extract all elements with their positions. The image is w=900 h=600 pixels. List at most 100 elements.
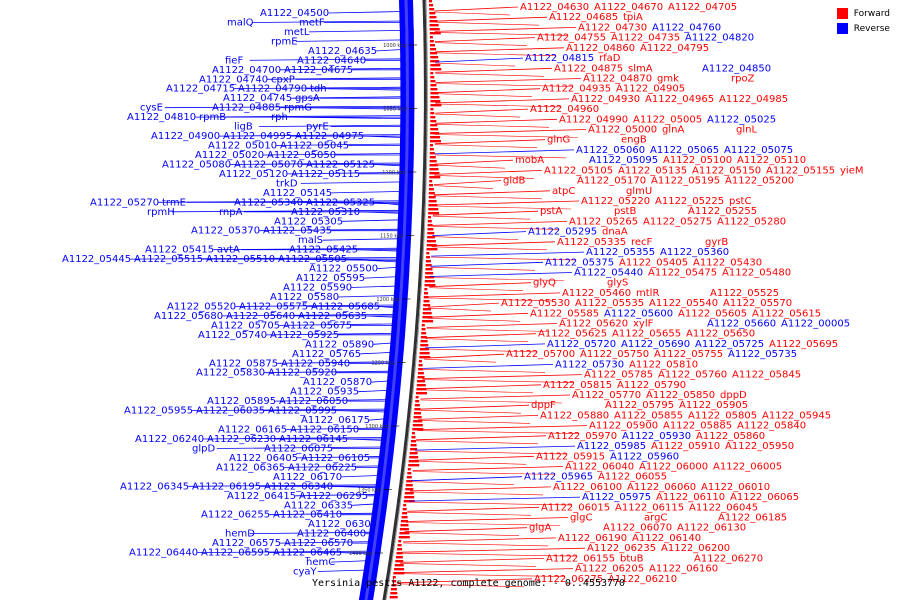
forward-gene-mark	[401, 516, 408, 519]
forward-feature-line	[428, 307, 492, 312]
forward-feature-line	[434, 21, 540, 26]
reverse-feature-label: A1122_05120	[219, 169, 288, 180]
reverse-feature-label: A1122_05690	[621, 339, 690, 350]
forward-gene-mark	[429, 12, 436, 15]
forward-gene-mark	[408, 464, 420, 467]
forward-gene-mark	[430, 92, 439, 95]
reverse-feature-label: A1122_04975	[295, 131, 364, 142]
forward-feature-label: A1122_05770	[572, 390, 641, 401]
forward-feature-label: glnG	[547, 135, 570, 146]
forward-gene-mark	[417, 376, 425, 379]
forward-feature-label: A1122_05335	[557, 237, 626, 248]
forward-feature-line	[414, 450, 568, 455]
legend-reverse: Reverse	[836, 23, 890, 34]
forward-gene-mark	[410, 448, 418, 451]
forward-feature-label: A1122_05110	[737, 155, 806, 166]
forward-feature-label: A1122_05855	[614, 410, 683, 421]
forward-gene-mark	[409, 456, 419, 459]
forward-feature-line	[435, 118, 558, 124]
forward-gene-mark	[406, 476, 412, 479]
reverse-feature-label: A1122_06335	[284, 500, 353, 511]
forward-gene-mark	[430, 52, 438, 55]
forward-gene-mark	[411, 432, 415, 435]
reverse-feature-label: A1122_05735	[728, 349, 797, 360]
reverse-feature-line	[336, 410, 389, 413]
forward-feature-line	[400, 558, 545, 563]
forward-feature-label: A1122_06205	[575, 564, 644, 575]
forward-feature-line	[424, 348, 538, 353]
forward-feature-line	[432, 210, 539, 216]
forward-feature-label: A1122_05220	[581, 196, 650, 207]
forward-feature-line	[424, 358, 497, 363]
forward-feature-label: A1122_05460	[562, 288, 631, 299]
reverse-feature-line	[317, 569, 369, 572]
forward-gene-mark	[420, 344, 429, 347]
forward-feature-label: A1122_04860	[566, 43, 635, 54]
reverse-feature-line	[192, 408, 389, 411]
forward-gene-mark	[430, 96, 440, 99]
forward-feature-label: mtlR	[636, 288, 659, 299]
forward-feature-line	[425, 333, 537, 339]
forward-feature-line	[418, 415, 539, 420]
forward-feature-label: slmA	[628, 63, 653, 74]
reverse-feature-label: A1122_05125	[306, 160, 375, 171]
kbp-tick-label: 1400 kbp	[349, 551, 373, 557]
forward-feature-label: A1122_04875	[554, 63, 623, 74]
forward-feature-label: A1122_05750	[580, 349, 649, 360]
forward-feature-label: A1122_05970	[548, 431, 617, 442]
forward-feature-label: A1122_05100	[663, 155, 732, 166]
forward-gene-mark	[421, 328, 426, 331]
forward-feature-line	[425, 338, 529, 342]
forward-gene-mark	[425, 268, 433, 271]
reverse-feature-label: A1122_05025	[707, 114, 776, 125]
reverse-feature-label: A1122_05955	[124, 406, 193, 417]
forward-feature-label: rpoZ	[731, 74, 755, 85]
forward-feature-line	[434, 37, 536, 42]
forward-swatch	[836, 8, 848, 19]
forward-feature-line	[407, 512, 532, 516]
reverse-feature-line	[424, 343, 546, 349]
reverse-feature-line	[369, 418, 388, 421]
forward-gene-mark	[425, 272, 434, 275]
forward-feature-label: A1122_05570	[723, 298, 792, 309]
reverse-feature-label: A1122_05830	[196, 368, 265, 379]
reverse-feature-label: A1122_05730	[555, 359, 624, 370]
forward-gene-mark	[429, 156, 436, 159]
forward-feature-label: A1122_04735	[611, 33, 680, 44]
forward-gene-mark	[420, 336, 427, 339]
forward-feature-line	[435, 47, 565, 53]
reverse-feature-line	[435, 57, 524, 63]
reverse-feature-label: A1122_05425	[289, 245, 358, 256]
forward-gene-mark	[429, 172, 440, 175]
forward-feature-line	[404, 532, 520, 536]
reverse-feature-line	[171, 209, 404, 213]
forward-feature-line	[434, 170, 543, 175]
forward-feature-label: A1122_05655	[612, 329, 681, 340]
forward-feature-line	[412, 466, 564, 471]
reverse-feature-label: A1122_05740	[198, 330, 267, 341]
forward-feature-label: A1122_06040	[565, 462, 634, 473]
kbp-tick-label: 1250 kbp	[372, 361, 396, 367]
forward-gene-mark	[429, 176, 441, 179]
forward-feature-label: A1122_04985	[719, 94, 788, 105]
forward-gene-mark	[430, 48, 437, 51]
forward-gene-mark	[430, 76, 435, 79]
reverse-feature-line	[203, 437, 386, 440]
reverse-feature-line	[291, 96, 406, 99]
forward-feature-line	[430, 267, 536, 271]
forward-feature-label: A1122_06210	[608, 574, 677, 585]
forward-feature-label: A1122_05795	[605, 400, 674, 411]
reverse-feature-label: A1122_05895	[207, 396, 276, 407]
forward-feature-label: A1122_05405	[619, 257, 688, 268]
forward-gene-mark	[430, 72, 434, 75]
forward-feature-line	[434, 6, 519, 12]
forward-feature-line	[434, 144, 538, 148]
reverse-feature-label: A1122_05080	[162, 160, 231, 171]
forward-feature-label: A1122_06115	[615, 502, 684, 513]
reverse-feature-line	[347, 438, 386, 441]
legend-forward: Forward	[836, 8, 890, 19]
forward-feature-label: A1122_06045	[689, 502, 758, 513]
reverse-feature-label: A1122_05580	[270, 292, 339, 303]
forward-feature-line	[418, 420, 531, 424]
reverse-feature-label: A1122_06575	[212, 538, 281, 549]
